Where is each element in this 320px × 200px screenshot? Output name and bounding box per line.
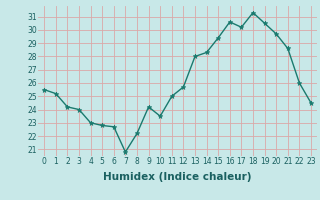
X-axis label: Humidex (Indice chaleur): Humidex (Indice chaleur) [103, 172, 252, 182]
